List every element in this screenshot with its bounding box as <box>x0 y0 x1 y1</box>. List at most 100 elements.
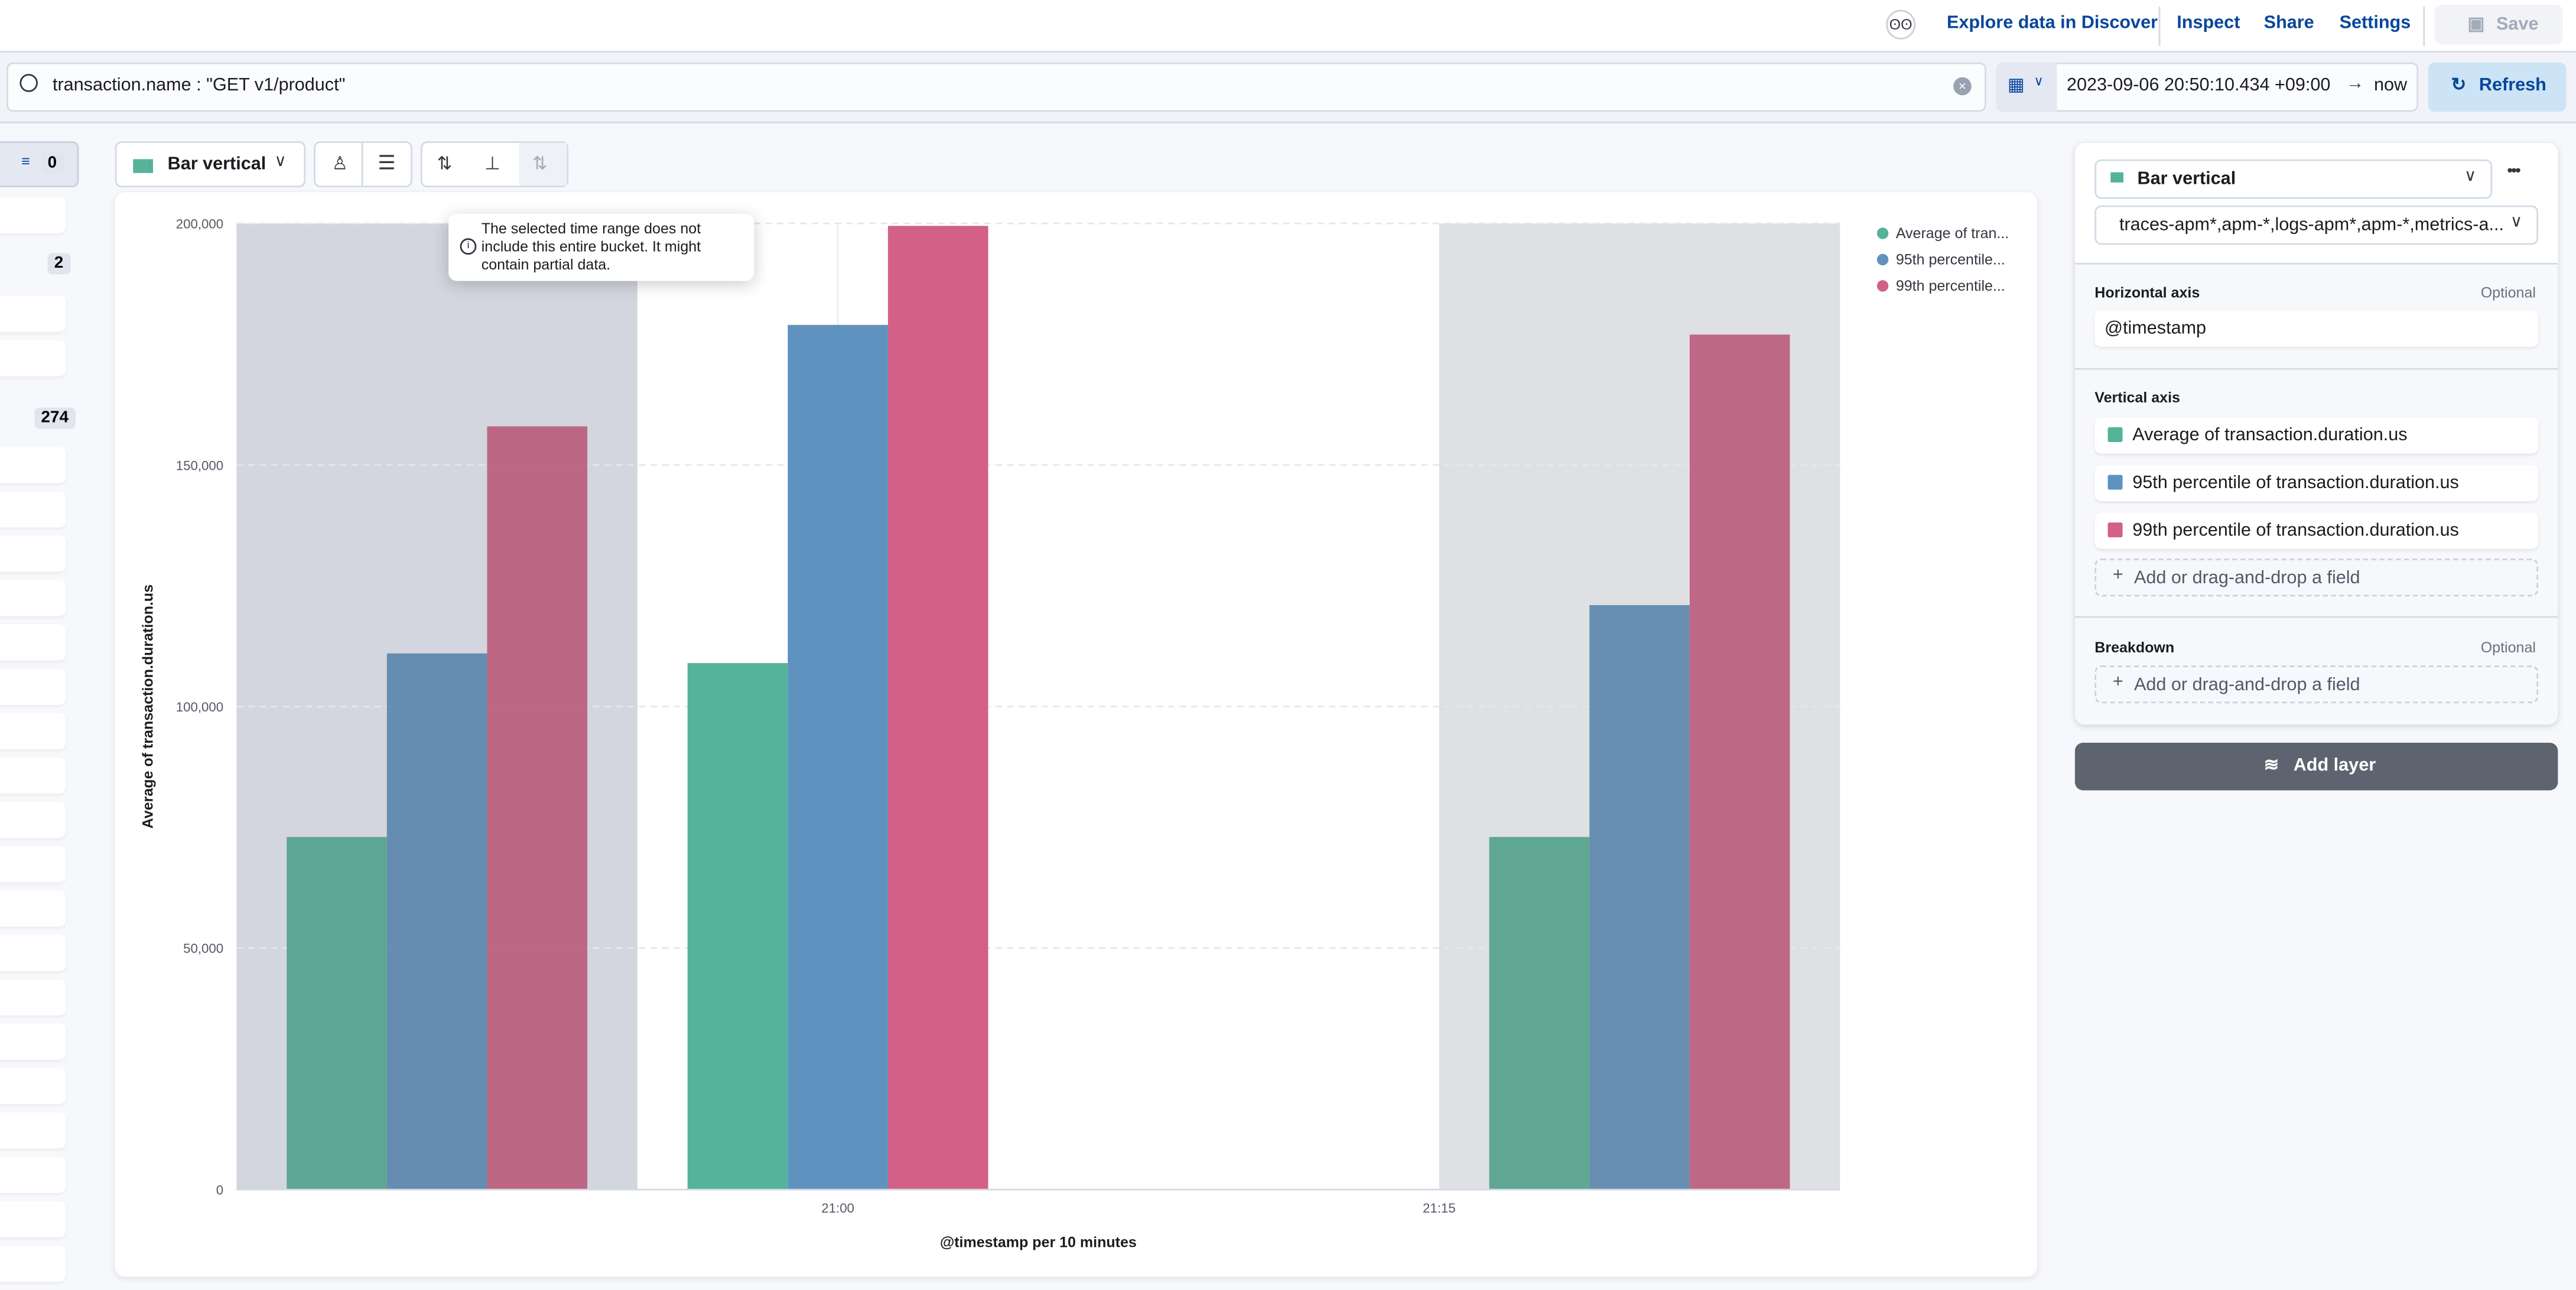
color-swatch <box>2107 427 2123 442</box>
vertical-axis-field[interactable]: 95th percentile of transaction.duration.… <box>2094 464 2539 502</box>
plus-icon: + <box>2112 565 2123 585</box>
field-list-item[interactable] <box>0 535 66 572</box>
y-tick-label: 50,000 <box>183 941 223 956</box>
legend-item[interactable]: 99th percentile... <box>1896 278 2005 294</box>
index-pattern-select[interactable]: traces-apm*,apm-*,logs-apm*,apm-*,metric… <box>2094 205 2539 245</box>
bar[interactable] <box>487 426 588 1190</box>
search-icon <box>19 74 38 92</box>
field-list-item[interactable] <box>0 935 66 971</box>
layer-actions-icon[interactable]: ••• <box>2507 163 2521 181</box>
inspect-link[interactable]: Inspect <box>2177 13 2240 33</box>
color-swatch <box>2107 475 2123 490</box>
field-list-item[interactable] <box>0 447 66 483</box>
field-list-item[interactable] <box>0 624 66 661</box>
vertical-axis-field[interactable]: Average of transaction.duration.us <box>2094 417 2539 454</box>
y-tick-label: 0 <box>216 1182 223 1197</box>
filter-icon: ≡ <box>21 152 30 170</box>
y-axis-title: Average of transaction.duration.us <box>140 584 157 828</box>
settings-link[interactable]: Settings <box>2339 13 2411 33</box>
date-start[interactable]: 2023-09-06 20:50:10.434 +09:00 <box>2066 75 2331 96</box>
y-tick-label: 150,000 <box>176 458 223 473</box>
y-tick-label: 200,000 <box>176 217 223 232</box>
field-list-item[interactable] <box>0 1112 66 1149</box>
field-list-item[interactable] <box>0 846 66 883</box>
bar-chart-icon: ▮▮▮ <box>2109 169 2125 184</box>
bar[interactable] <box>1689 334 1790 1190</box>
refresh-icon: ↻ <box>2451 75 2467 96</box>
query-text[interactable]: transaction.name : "GET v1/product" <box>52 75 346 96</box>
x-axis-title: @timestamp per 10 minutes <box>940 1234 1137 1250</box>
field-list-item[interactable] <box>0 491 66 528</box>
add-vertical-field[interactable]: + Add or drag-and-drop a field <box>2094 558 2539 597</box>
glasses-icon[interactable]: ʘʘ <box>1886 9 1916 40</box>
field-list-item[interactable] <box>0 1201 66 1237</box>
add-layer-button[interactable]: ≋ Add layer <box>2074 742 2558 791</box>
bar[interactable] <box>1489 837 1590 1190</box>
right-axis-icon[interactable]: ⇅ <box>532 154 548 174</box>
chevron-down-icon: ∨ <box>274 152 287 171</box>
field-list-item[interactable] <box>0 340 66 376</box>
bar[interactable] <box>788 324 888 1190</box>
field-list-item[interactable] <box>0 1245 66 1282</box>
field-list-item[interactable] <box>0 979 66 1016</box>
chart-type-switcher[interactable]: ▮▮▮ Bar vertical ∨ <box>115 141 306 187</box>
chevron-down-icon: ∨ <box>2464 167 2477 186</box>
legend-item[interactable]: Average of tran... <box>1896 225 2009 242</box>
refresh-button[interactable]: ↻ Refresh <box>2428 62 2567 112</box>
axis-group: ⇅ ⊥ ⇅ <box>420 141 569 187</box>
calendar-icon: ▦ <box>2007 75 2025 96</box>
bar[interactable] <box>687 663 788 1190</box>
field-list-item[interactable] <box>0 891 66 927</box>
field-filter-button[interactable]: ≡ 0 <box>0 141 79 187</box>
save-icon: ▣ <box>2467 15 2485 35</box>
bar[interactable] <box>386 653 487 1190</box>
field-list-item[interactable] <box>0 757 66 794</box>
legend-item[interactable]: 95th percentile... <box>1896 252 2005 268</box>
date-range[interactable] <box>1996 62 2419 112</box>
x-tick-label: 21:00 <box>821 1201 854 1216</box>
horizontal-axis-field[interactable]: @timestamp <box>2094 310 2539 347</box>
field-list-item[interactable] <box>0 713 66 749</box>
date-quick-menu-button[interactable]: ▦ ∨ <box>1996 62 2057 112</box>
chevron-down-icon: ∨ <box>2034 74 2044 89</box>
bar[interactable] <box>887 226 988 1190</box>
add-breakdown-field[interactable]: + Add or drag-and-drop a field <box>2094 665 2539 704</box>
explore-discover-link[interactable]: Explore data in Discover <box>1947 13 2158 33</box>
legend-icon[interactable]: ☰ <box>378 151 396 174</box>
y-tick-label: 100,000 <box>176 700 223 714</box>
field-list-item[interactable] <box>0 295 66 332</box>
x-tick-label: 21:15 <box>1423 1201 1456 1216</box>
chevron-down-icon: ∨ <box>2510 213 2523 232</box>
share-link[interactable]: Share <box>2263 13 2314 33</box>
bar[interactable] <box>287 837 387 1190</box>
vertical-axis-field[interactable]: 99th percentile of transaction.duration.… <box>2094 512 2539 549</box>
date-end[interactable]: now <box>2373 75 2408 96</box>
empty-fields-count: 274 <box>34 407 76 429</box>
clear-icon[interactable]: × <box>1953 77 1972 96</box>
left-axis-icon[interactable]: ⇅ <box>437 154 453 174</box>
save-button[interactable]: ▣ Save <box>2434 5 2563 45</box>
field-list-item[interactable] <box>0 197 66 233</box>
field-list-item[interactable] <box>0 668 66 705</box>
field-list-item[interactable] <box>0 1068 66 1104</box>
bar[interactable] <box>1589 605 1690 1190</box>
top-nav: ʘʘ Explore data in Discover Inspect Shar… <box>0 0 2576 53</box>
legend-swatch <box>1876 228 1889 239</box>
layers-icon: ≋ <box>2263 756 2279 776</box>
layer-chart-type-select[interactable]: ▮▮▮ Bar vertical ∨ <box>2094 159 2493 199</box>
legend-swatch <box>1876 254 1889 266</box>
appearance-group: ♙ ☰ <box>314 141 412 187</box>
available-fields-count: 2 <box>47 253 70 275</box>
bottom-axis-icon[interactable]: ⊥ <box>484 154 500 174</box>
field-list-item[interactable] <box>0 1023 66 1060</box>
field-list-item[interactable] <box>0 1156 66 1193</box>
info-icon: i <box>460 238 477 255</box>
query-input[interactable] <box>6 62 1986 112</box>
bar-chart-icon: ▮▮▮ <box>131 156 154 176</box>
field-list-item[interactable] <box>0 580 66 616</box>
field-list-item[interactable] <box>0 801 66 839</box>
color-swatch <box>2107 522 2123 538</box>
paintbrush-icon[interactable]: ♙ <box>331 154 349 174</box>
